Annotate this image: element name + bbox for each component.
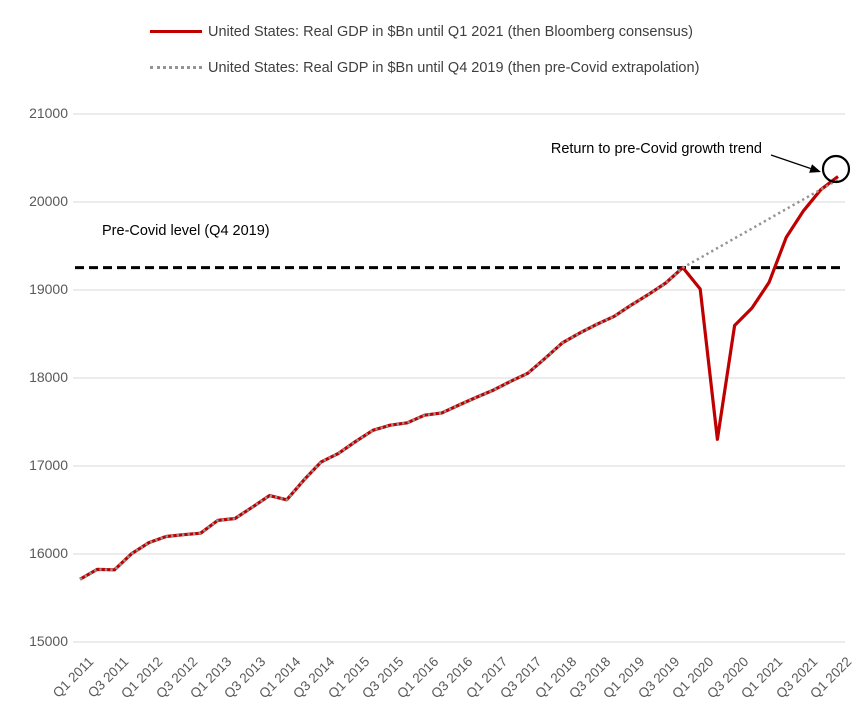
legend-line-sample-extrapolation [150,66,202,69]
y-tick-label: 16000 [29,545,68,561]
y-tick-label: 21000 [29,105,68,121]
legend-line-sample-actual [150,30,202,33]
trend-return-circle-annotation [821,154,851,184]
y-tick-label: 20000 [29,193,68,209]
chart-legend: United States: Real GDP in $Bn until Q1 … [150,23,699,95]
annotation-arrow-head [809,164,821,173]
annotation-return-to-trend: Return to pre-Covid growth trend [550,141,762,157]
legend-item-actual: United States: Real GDP in $Bn until Q1 … [150,23,699,40]
y-tick-label: 18000 [29,369,68,385]
legend-item-extrapolation: United States: Real GDP in $Bn until Q4 … [150,59,699,76]
annotation-arrow [770,154,811,170]
legend-label-extrapolation: United States: Real GDP in $Bn until Q4 … [208,59,700,76]
y-tick-label: 15000 [29,633,68,649]
annotation-precovid-level: Pre-Covid level (Q4 2019) [102,223,270,239]
y-tick-label: 17000 [29,457,68,473]
actual-gdp-line [79,175,839,581]
legend-label-actual: United States: Real GDP in $Bn until Q1 … [208,23,693,40]
precovid-extrapolation-line [79,178,839,581]
y-tick-label: 19000 [29,281,68,297]
